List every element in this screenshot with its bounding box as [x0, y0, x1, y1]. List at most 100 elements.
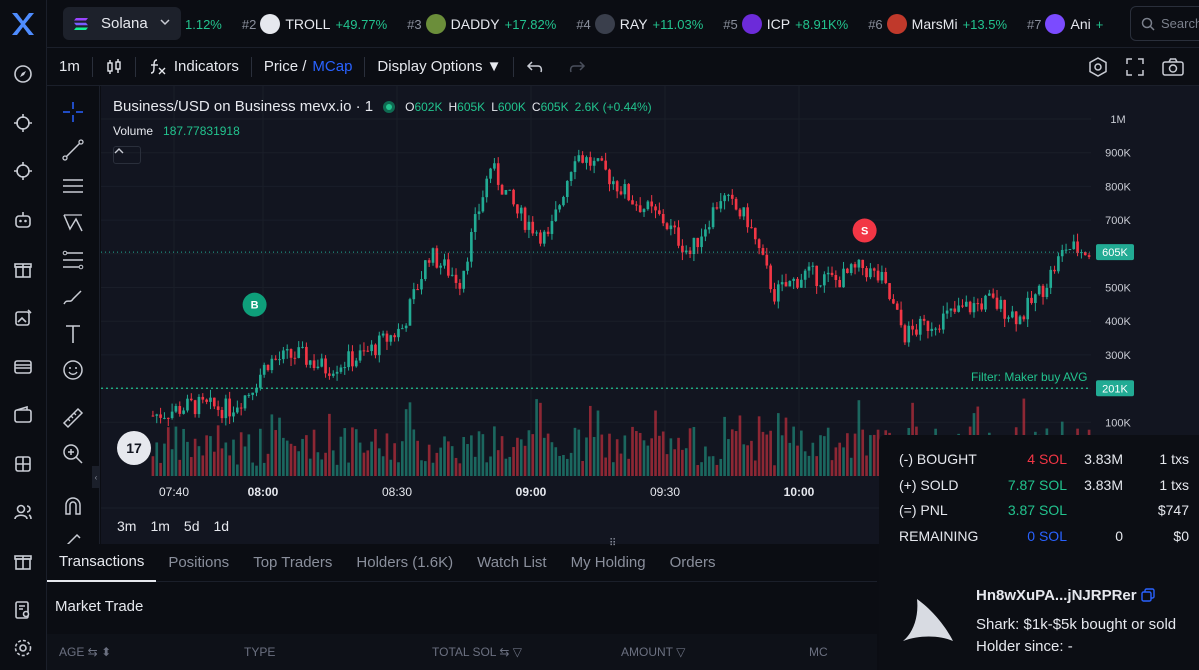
ticker-item[interactable]: #6 MarsMi +13.5% — [868, 14, 1007, 34]
tab-watch-list[interactable]: Watch List — [477, 554, 547, 571]
fib-icon[interactable] — [61, 248, 85, 272]
gift-icon-2[interactable] — [12, 550, 34, 572]
volume-bar — [635, 431, 638, 476]
horizontal-lines-icon[interactable] — [61, 174, 85, 198]
candle — [466, 261, 469, 271]
gift-icon[interactable] — [12, 258, 34, 280]
fullscreen-icon[interactable] — [1125, 57, 1145, 77]
sell-marker[interactable]: S — [852, 218, 877, 243]
candle — [531, 221, 535, 234]
tab-orders[interactable]: Orders — [669, 554, 716, 571]
indicators-button[interactable]: Indicators — [136, 48, 251, 85]
candle — [612, 181, 615, 185]
column-header[interactable]: TOTAL SOL ⇆ ▽ — [432, 645, 522, 659]
market-trade-label[interactable]: Market Trade — [55, 598, 144, 615]
candle — [842, 268, 845, 288]
volume-bar — [462, 437, 466, 476]
target-icon[interactable] — [12, 160, 34, 182]
candle — [903, 325, 907, 343]
column-header[interactable]: AGE ⇆ ⬍ — [59, 645, 112, 659]
interval-button[interactable]: 1m — [47, 48, 92, 85]
candle — [750, 227, 753, 229]
grid-icon[interactable] — [12, 453, 34, 475]
buy-marker[interactable]: B — [242, 292, 267, 317]
search-input[interactable]: Search — [1130, 6, 1199, 41]
undo-button[interactable] — [514, 48, 556, 85]
ticker-item[interactable]: #3 DADDY +17.82% — [407, 14, 556, 34]
volume-bar — [447, 441, 450, 476]
volume-bar — [546, 433, 550, 476]
candle — [888, 283, 891, 300]
bot-icon[interactable] — [12, 209, 34, 231]
ticker-item[interactable]: 1.12% — [185, 17, 222, 32]
volume-bar — [174, 426, 178, 476]
tab-holders-1-6k[interactable]: Holders (1.6K) — [356, 554, 454, 571]
token-avatar-icon — [741, 14, 762, 34]
price-mcap-toggle[interactable]: Price / MCap — [252, 48, 365, 85]
compass-icon[interactable] — [12, 63, 34, 85]
candle — [934, 328, 937, 330]
column-header[interactable]: TYPE — [244, 645, 276, 659]
volume-bar — [542, 437, 546, 476]
function-icon — [150, 58, 166, 74]
pencil-icon[interactable] — [61, 526, 85, 550]
volume-bar — [788, 442, 792, 476]
magnet-icon[interactable] — [61, 494, 85, 518]
candle — [324, 358, 327, 374]
wallet-icon[interactable] — [12, 404, 34, 426]
tab-my-holding[interactable]: My Holding — [570, 554, 646, 571]
volume-bar — [282, 437, 285, 476]
camera-icon[interactable] — [1161, 57, 1185, 77]
tab-transactions[interactable]: Transactions — [47, 544, 157, 582]
candle — [673, 225, 677, 228]
chain-selector[interactable]: Solana — [63, 7, 181, 40]
shark-fin-icon — [903, 599, 953, 641]
wallet-address[interactable]: Hn8wXuPA...jNJRPRer — [976, 587, 1137, 604]
x-tick-label: 10:00 — [784, 485, 815, 499]
candle — [274, 358, 278, 360]
tradingview-logo[interactable]: 17 — [117, 431, 151, 465]
settings-icon[interactable] — [12, 637, 34, 659]
settings-hex-icon[interactable] — [1087, 56, 1109, 78]
copy-icon[interactable] — [1141, 588, 1155, 602]
candle — [259, 374, 262, 388]
app-logo-icon[interactable] — [9, 10, 37, 38]
range-1m[interactable]: 1m — [150, 518, 170, 534]
column-header[interactable]: AMOUNT ▽ — [621, 645, 686, 659]
range-1d[interactable]: 1d — [213, 518, 230, 534]
text-icon[interactable] — [61, 322, 85, 346]
ticker-item[interactable]: #5 ICP +8.91K% — [723, 14, 848, 34]
redo-button[interactable] — [556, 48, 598, 85]
candle — [807, 266, 811, 271]
volume-bar — [220, 448, 224, 476]
image-edit-icon[interactable] — [12, 307, 34, 329]
ticker-item[interactable]: #2 TROLL +49.77% — [242, 14, 387, 34]
volume-bar — [565, 458, 569, 476]
candle-type-button[interactable] — [93, 48, 135, 85]
emoji-icon[interactable] — [61, 358, 85, 382]
card-icon[interactable] — [12, 356, 34, 378]
cursor-crosshair-icon[interactable] — [61, 100, 85, 124]
range-5d[interactable]: 5d — [183, 518, 200, 534]
ticker-item[interactable]: #4 RAY +11.03% — [576, 14, 703, 34]
users-icon[interactable] — [12, 501, 34, 523]
crosshair-icon[interactable] — [12, 112, 34, 134]
ruler-icon[interactable] — [61, 406, 85, 430]
zoom-in-icon[interactable] — [61, 442, 85, 466]
display-options-button[interactable]: Display Options ▼ — [365, 48, 513, 85]
tab-positions[interactable]: Positions — [168, 554, 230, 571]
document-search-icon[interactable] — [12, 599, 34, 621]
chain-label: Solana — [101, 15, 148, 32]
tab-top-traders[interactable]: Top Traders — [253, 554, 333, 571]
candle — [677, 227, 680, 246]
collapse-tools-handle[interactable]: ‹ — [92, 466, 100, 488]
range-3m[interactable]: 3m — [117, 518, 137, 534]
collapse-legend-button[interactable] — [113, 146, 141, 164]
trend-line-icon[interactable] — [61, 138, 85, 162]
pattern-icon[interactable] — [61, 211, 85, 235]
brush-icon[interactable] — [61, 285, 85, 309]
column-header[interactable]: MC — [809, 645, 828, 659]
candle — [792, 278, 795, 281]
ticker-item[interactable]: #7 Ani + — [1027, 14, 1103, 34]
resize-grip[interactable]: ⠿ — [609, 538, 617, 549]
